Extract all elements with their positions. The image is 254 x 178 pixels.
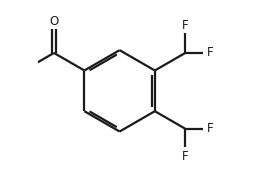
Text: F: F xyxy=(182,19,188,32)
Text: F: F xyxy=(207,46,213,59)
Text: F: F xyxy=(182,150,188,163)
Text: O: O xyxy=(49,15,59,28)
Text: F: F xyxy=(207,122,213,135)
